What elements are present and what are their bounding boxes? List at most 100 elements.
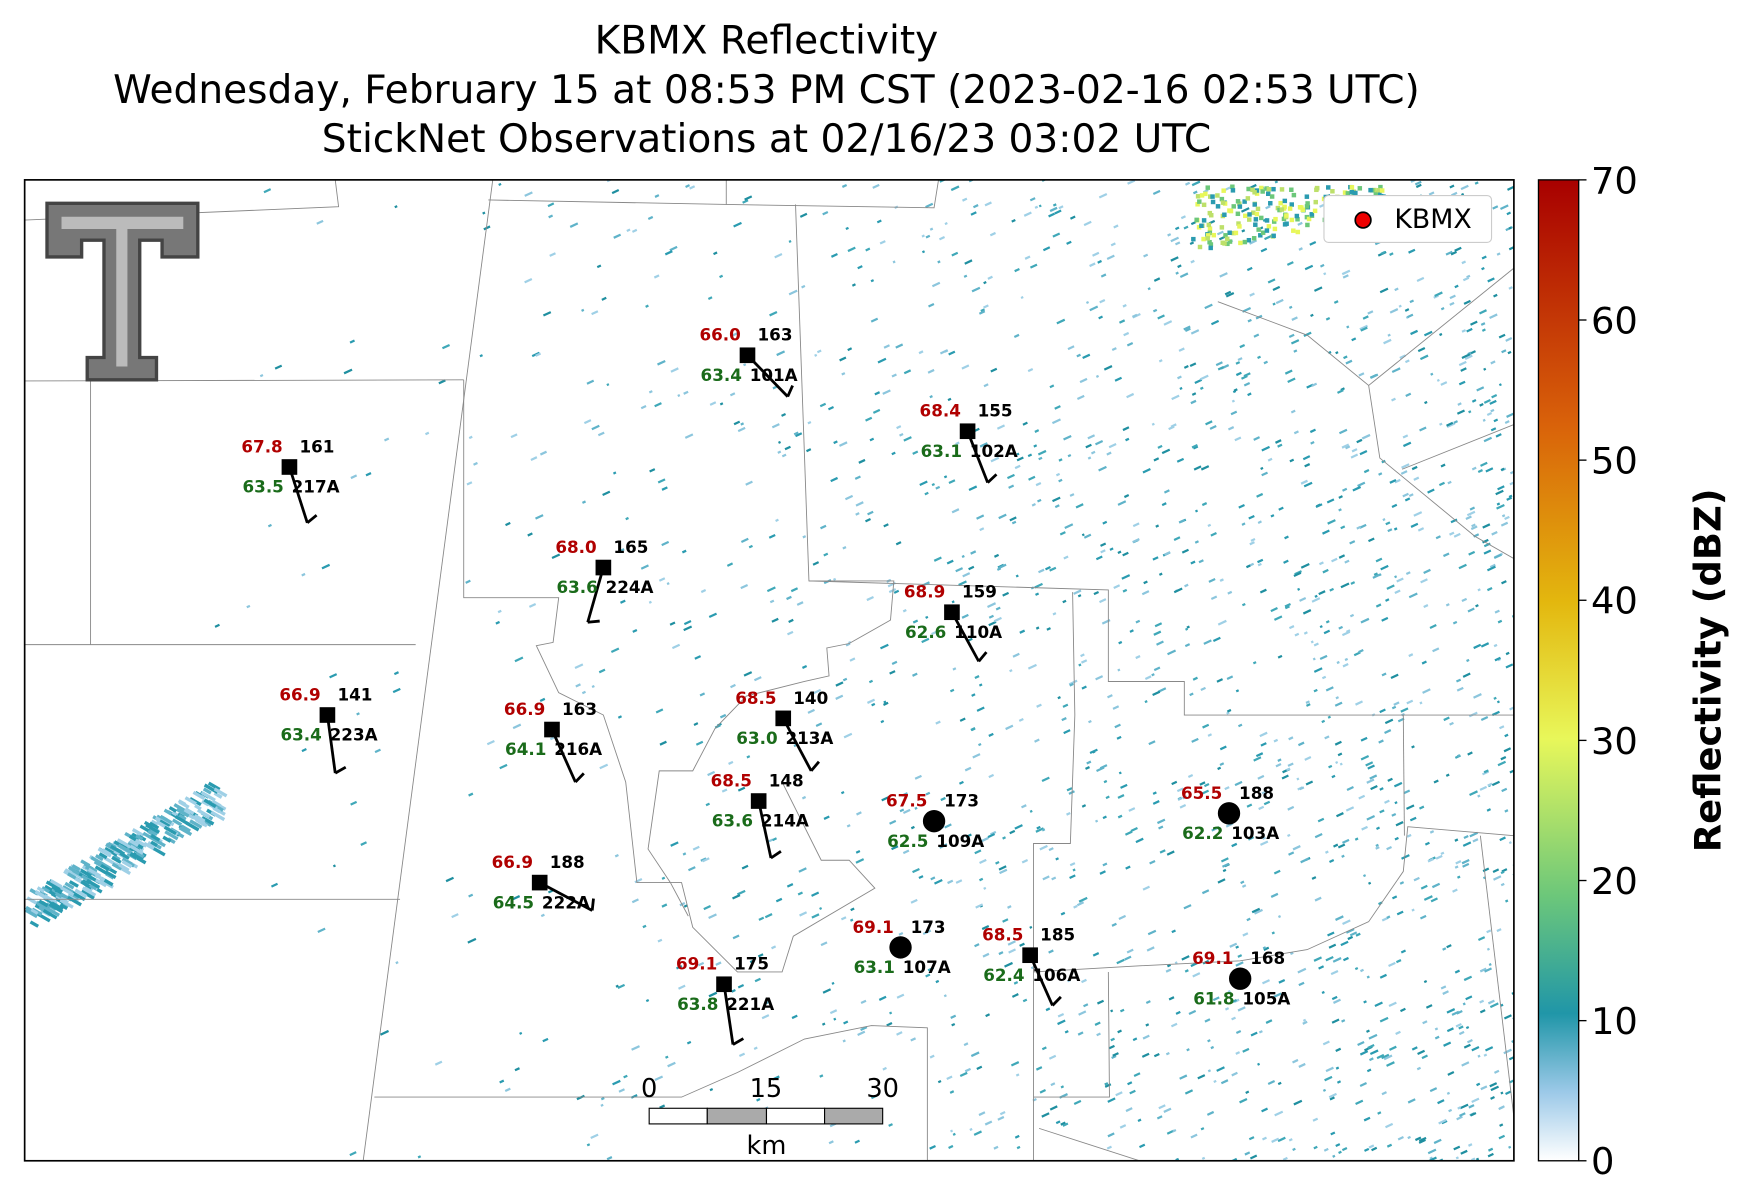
- echo: [1376, 826, 1381, 830]
- echo: [1343, 355, 1348, 360]
- echo: [1135, 619, 1141, 624]
- echo: [1363, 1116, 1371, 1122]
- echo: [1463, 299, 1471, 305]
- echo: [860, 999, 867, 1005]
- echo: [1096, 1032, 1101, 1037]
- temperature: 69.1: [676, 954, 717, 974]
- echo: [1483, 769, 1489, 774]
- echo: [951, 600, 955, 604]
- echo: [964, 259, 973, 265]
- echo: [1300, 207, 1305, 213]
- echo: [1384, 799, 1390, 804]
- echo: [719, 713, 727, 719]
- echo: [1202, 723, 1210, 729]
- echo: [1277, 443, 1283, 448]
- echo: [599, 763, 609, 770]
- echo: [121, 857, 133, 866]
- echo: [59, 903, 69, 910]
- echo: [178, 800, 190, 809]
- echo: [738, 1052, 746, 1058]
- dewpoint: 61.8: [1193, 988, 1234, 1008]
- echo: [925, 615, 929, 619]
- echo: [1435, 854, 1443, 860]
- echo: [1421, 1054, 1428, 1060]
- echo: [835, 681, 844, 687]
- echo: [1440, 851, 1445, 856]
- echo: [1062, 1122, 1069, 1127]
- echo: [1459, 1103, 1469, 1110]
- echo: [1312, 657, 1316, 661]
- echo: [1206, 1110, 1215, 1116]
- echo: [1102, 815, 1107, 820]
- echo: [1506, 211, 1512, 216]
- echo: [1487, 1152, 1494, 1158]
- echo: [1350, 453, 1359, 459]
- echo: [1120, 783, 1128, 789]
- temperature: 66.9: [279, 684, 320, 704]
- scale-tick-label: 0: [641, 1074, 657, 1104]
- echo: [1117, 794, 1125, 799]
- echo: [1111, 1054, 1117, 1059]
- echo: [996, 424, 1006, 430]
- echo: [1191, 392, 1197, 396]
- echo: [1222, 868, 1227, 873]
- echo: [681, 549, 687, 554]
- echo: [1226, 711, 1230, 715]
- echo: [1310, 313, 1314, 318]
- echo: [1260, 247, 1268, 253]
- echo: [1016, 456, 1024, 462]
- echo: [1204, 303, 1213, 310]
- echo: [968, 565, 975, 571]
- echo: [1083, 220, 1092, 227]
- echo: [1156, 1115, 1163, 1120]
- echo: [591, 424, 600, 431]
- temperature: 67.8: [241, 436, 282, 456]
- echo: [1357, 481, 1366, 488]
- echo: [1259, 185, 1264, 191]
- echo: [128, 834, 137, 842]
- echo: [1465, 995, 1473, 1001]
- echo: [1114, 723, 1121, 729]
- echo: [1069, 874, 1076, 879]
- echo: [1340, 525, 1346, 530]
- echo: [1158, 1104, 1166, 1110]
- echo: [1135, 655, 1141, 660]
- echo: [178, 826, 193, 837]
- echo: [740, 537, 749, 544]
- echo: [1097, 259, 1102, 264]
- echo: [1143, 253, 1149, 258]
- echo: [661, 903, 668, 908]
- echo: [952, 667, 957, 671]
- echo: [874, 391, 881, 396]
- echo: [931, 630, 938, 636]
- station-marker: [319, 707, 336, 723]
- echo: [847, 246, 856, 253]
- echo: [767, 838, 774, 843]
- echo: [1340, 582, 1350, 589]
- echo: [1303, 481, 1313, 488]
- echo: [1479, 403, 1484, 407]
- echo: [719, 402, 724, 406]
- echo: [1450, 518, 1458, 524]
- echo: [914, 774, 922, 780]
- echo: [899, 432, 904, 437]
- echo: [1180, 215, 1186, 220]
- echo: [1479, 785, 1488, 791]
- station-id: 213A: [785, 728, 833, 748]
- echo: [1104, 1082, 1109, 1086]
- echo: [1404, 359, 1410, 364]
- echo: [1447, 480, 1452, 485]
- echo: [1207, 210, 1213, 216]
- echo: [1089, 305, 1099, 312]
- echo: [1242, 932, 1249, 937]
- echo: [606, 1156, 613, 1161]
- echo: [95, 854, 104, 862]
- echo: [1205, 236, 1210, 241]
- echo: [1494, 609, 1500, 614]
- echo: [1031, 503, 1036, 507]
- echo: [1498, 383, 1502, 387]
- echo: [1234, 780, 1243, 787]
- echo: [1358, 648, 1364, 654]
- echo: [1336, 812, 1344, 818]
